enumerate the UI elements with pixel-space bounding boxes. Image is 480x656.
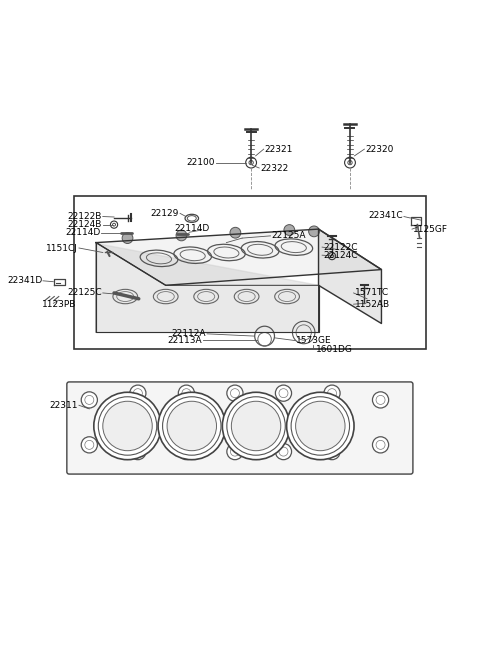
Circle shape bbox=[276, 385, 291, 401]
Circle shape bbox=[130, 443, 146, 460]
Text: 1151CJ: 1151CJ bbox=[46, 243, 78, 253]
Text: 1573GE: 1573GE bbox=[296, 336, 332, 345]
Text: 22311: 22311 bbox=[49, 401, 78, 410]
Text: 1571TC: 1571TC bbox=[355, 289, 389, 297]
Text: 22320: 22320 bbox=[366, 144, 394, 154]
Polygon shape bbox=[319, 229, 382, 323]
Circle shape bbox=[222, 392, 290, 460]
Circle shape bbox=[94, 392, 161, 460]
Text: 22341C: 22341C bbox=[368, 211, 403, 220]
Circle shape bbox=[103, 401, 152, 451]
Circle shape bbox=[227, 443, 243, 460]
Circle shape bbox=[167, 401, 216, 451]
Circle shape bbox=[178, 443, 194, 460]
Text: 22114D: 22114D bbox=[65, 228, 100, 237]
Circle shape bbox=[276, 443, 291, 460]
Text: 22125A: 22125A bbox=[271, 232, 306, 240]
Circle shape bbox=[227, 385, 243, 401]
Circle shape bbox=[324, 443, 340, 460]
Text: 22125C: 22125C bbox=[67, 289, 102, 297]
Text: 22113A: 22113A bbox=[167, 336, 202, 344]
Text: 22122C: 22122C bbox=[323, 243, 358, 252]
FancyBboxPatch shape bbox=[67, 382, 413, 474]
Circle shape bbox=[231, 401, 281, 451]
Circle shape bbox=[309, 226, 319, 237]
Bar bbox=[73, 196, 426, 349]
Circle shape bbox=[81, 437, 97, 453]
Circle shape bbox=[296, 401, 345, 451]
Circle shape bbox=[158, 392, 226, 460]
Circle shape bbox=[122, 233, 133, 243]
Text: 1123PB: 1123PB bbox=[42, 300, 76, 309]
Circle shape bbox=[81, 392, 97, 408]
Text: 22114D: 22114D bbox=[175, 224, 210, 233]
Text: 22321: 22321 bbox=[264, 144, 293, 154]
Circle shape bbox=[287, 392, 354, 460]
Circle shape bbox=[372, 437, 389, 453]
Circle shape bbox=[178, 385, 194, 401]
Text: 1152AB: 1152AB bbox=[355, 300, 390, 309]
Circle shape bbox=[230, 228, 241, 238]
Text: 1125GF: 1125GF bbox=[413, 224, 448, 234]
Circle shape bbox=[130, 385, 146, 401]
Text: 22322: 22322 bbox=[260, 164, 288, 173]
Circle shape bbox=[176, 230, 187, 241]
Polygon shape bbox=[96, 229, 382, 285]
Text: 22100: 22100 bbox=[187, 158, 215, 167]
Polygon shape bbox=[96, 243, 319, 333]
Text: 22124B: 22124B bbox=[67, 220, 101, 229]
Text: 22122B: 22122B bbox=[67, 212, 101, 221]
Circle shape bbox=[372, 392, 389, 408]
Text: 1601DG: 1601DG bbox=[316, 345, 353, 354]
Circle shape bbox=[284, 224, 295, 236]
Text: 22124C: 22124C bbox=[323, 251, 358, 260]
Text: 22112A: 22112A bbox=[172, 329, 206, 338]
Text: 22341D: 22341D bbox=[7, 276, 42, 285]
Circle shape bbox=[324, 385, 340, 401]
Text: 22129: 22129 bbox=[151, 209, 179, 218]
